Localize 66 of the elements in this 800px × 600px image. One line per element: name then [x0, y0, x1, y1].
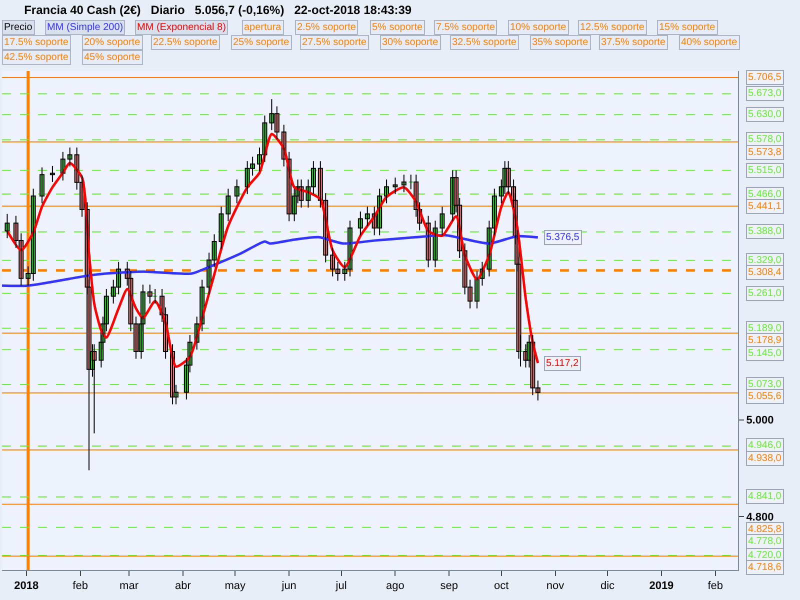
text: apertura	[244, 22, 282, 33]
line-series	[2, 234, 540, 288]
ref-line-label: 4.946,0	[748, 440, 782, 451]
x-tick-label: 2018	[14, 580, 39, 592]
ref-line-label: 5.441,1	[748, 201, 782, 212]
ref-line-label: 4.841,0	[748, 491, 782, 502]
ref-line-label: 5.145,0	[748, 348, 782, 359]
data-label: 5.117,2	[546, 358, 580, 369]
ref-line-label: 4.825,8	[748, 524, 782, 535]
text: Precio	[4, 22, 33, 33]
ref-line-label: 5.178,9	[748, 335, 782, 346]
x-tick-label: dic	[600, 580, 616, 592]
text: 45% soporte	[84, 52, 141, 63]
y-tick-label: 4.800	[746, 512, 774, 524]
x-tick-label: jul	[334, 580, 347, 592]
x-tick-label: sep	[440, 580, 458, 592]
text: 15% soporte	[659, 22, 716, 33]
ref-line-label: 5.706,5	[748, 72, 782, 83]
text: MM (Simple 200)	[47, 22, 124, 33]
text: 20% soporte	[84, 37, 141, 48]
data-label: 5.376,5	[546, 232, 580, 243]
text: MM (Exponencial 8)	[137, 22, 226, 33]
text: 10% soporte	[510, 22, 567, 33]
text: 7.5% soporte	[436, 22, 496, 33]
ref-line-label: 5.308,4	[748, 267, 782, 278]
chart-title: Francia 40 Cash (2€) Diario 5.056,7 (-0,16%) 22-oct-2018 18:43:39	[24, 3, 412, 18]
text: 30% soporte	[382, 37, 439, 48]
ref-line-label: 5.055,6	[748, 391, 782, 402]
ref-line-label: 5.578,0	[748, 134, 782, 145]
text: 37.5% soporte	[601, 37, 666, 48]
x-tick-label: feb	[708, 580, 724, 592]
text: 25% soporte	[233, 37, 290, 48]
ref-line-label: 5.573,8	[748, 147, 782, 158]
x-tick-label: abr	[175, 580, 192, 592]
text: 5% soporte	[372, 22, 424, 33]
x-tick-label: mar	[120, 580, 139, 592]
text: 40% soporte	[681, 37, 738, 48]
x-tick-label: ago	[386, 580, 404, 592]
text: 2.5% soporte	[297, 22, 356, 33]
ref-line-label: 5.073,0	[748, 379, 782, 390]
y-tick-label: 5.000	[746, 414, 774, 427]
x-tick-label: jun	[280, 580, 296, 592]
text: 42.5% soporte	[4, 52, 69, 63]
ref-line-label: 4.720,0	[748, 550, 782, 561]
x-tick-label: 2019	[649, 580, 674, 592]
text: 32.5% soporte	[452, 37, 517, 48]
ref-line-label: 5.515,0	[748, 165, 782, 176]
ref-line-label: 5.466,0	[748, 189, 782, 200]
x-tick-label: nov	[546, 580, 565, 592]
ref-line-label: 4.938,0	[748, 453, 782, 464]
ref-line-label: 5.329,0	[748, 255, 782, 266]
ref-line-label: 5.189,0	[748, 323, 782, 334]
text: 35% soporte	[532, 37, 589, 48]
x-tick-label: feb	[72, 580, 88, 592]
text: 22.5% soporte	[153, 37, 218, 48]
text: 12.5% soporte	[580, 22, 645, 33]
text: 17.5% soporte	[4, 37, 69, 48]
ref-line-label: 4.718,6	[748, 562, 782, 573]
ref-line-label: 4.778,0	[748, 536, 782, 547]
text: 27.5% soporte	[302, 37, 367, 48]
x-tick-label: may	[224, 580, 246, 592]
ref-line-label: 5.630,0	[748, 109, 782, 120]
ref-line-label: 5.388,0	[748, 226, 782, 237]
x-tick-label: oct	[494, 580, 509, 592]
ref-line-label: 5.673,0	[748, 88, 782, 99]
ref-line-label: 5.261,0	[748, 288, 782, 299]
